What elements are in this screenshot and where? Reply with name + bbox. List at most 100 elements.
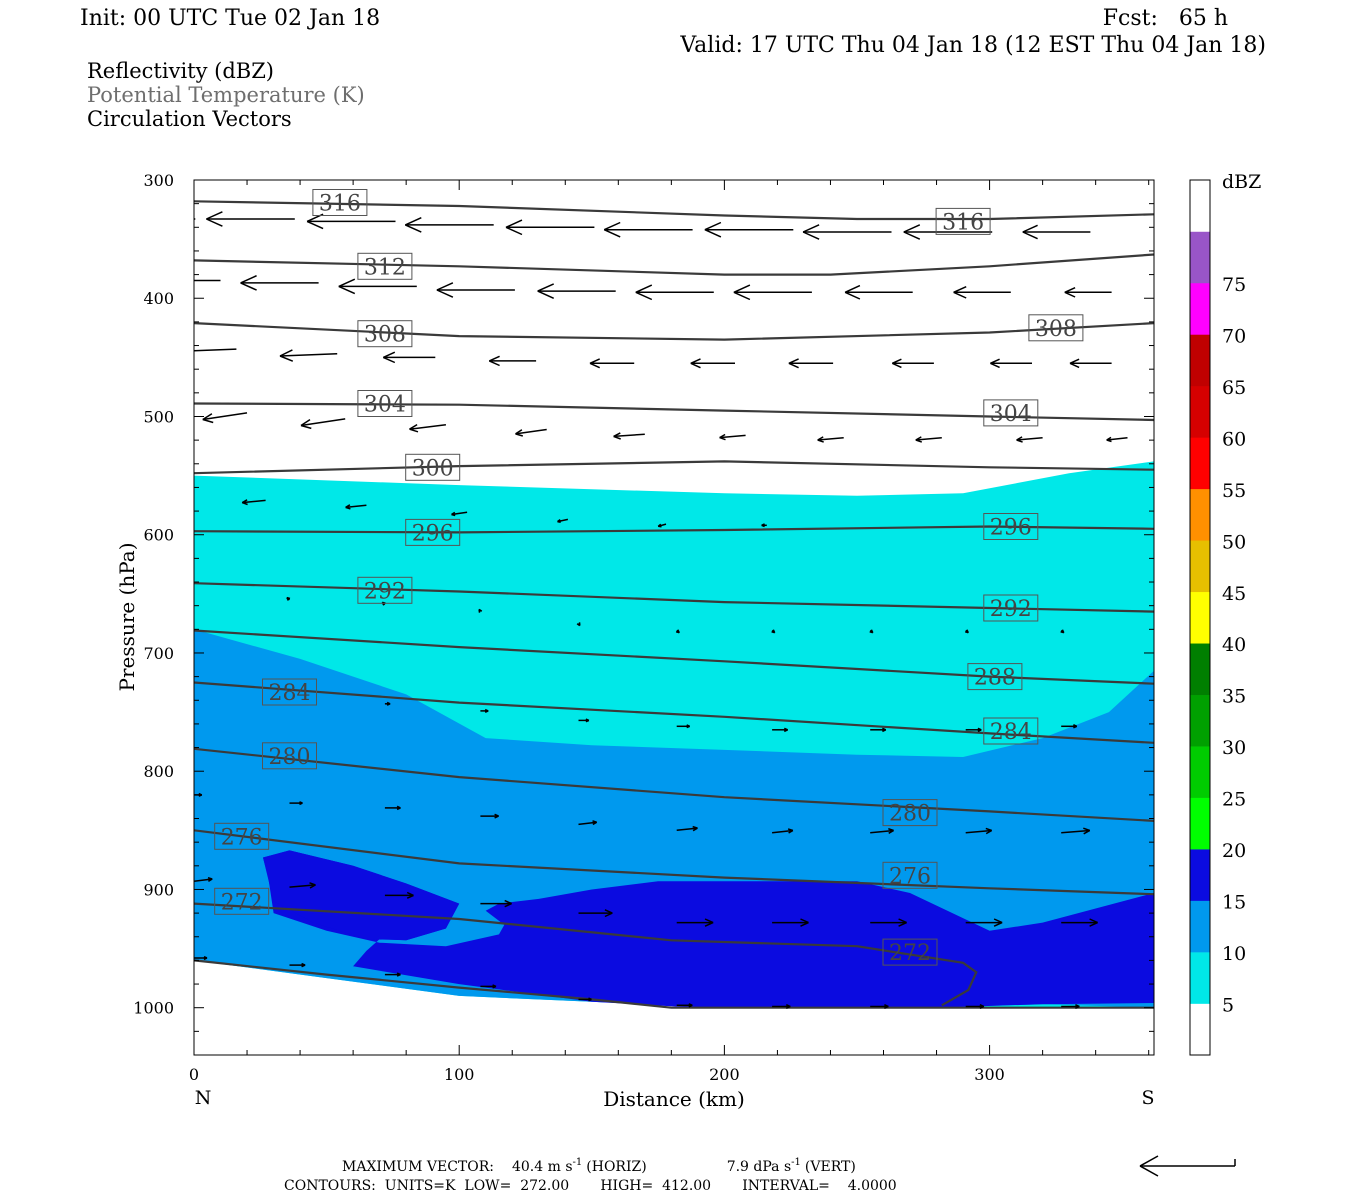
colorbar-segment-16: [1190, 180, 1210, 232]
theta-label-296-0: 296: [412, 521, 454, 546]
theta-label-box-296-1: [983, 513, 1039, 540]
vector-22: [382, 351, 436, 364]
theta-label-276-1: 276: [889, 864, 931, 889]
theta-contour-292: [194, 582, 1154, 613]
theta-label-316-0: 316: [319, 192, 361, 217]
vector-27: [891, 358, 934, 369]
max-vector-line: MAXIMUM VECTOR: 40.4 m s-1 (HORIZ) 7.9 dPa …: [342, 1157, 856, 1175]
theta-label-292-0: 292: [364, 579, 406, 604]
vector-34: [613, 432, 645, 440]
theta-label-288-0: 288: [974, 666, 1016, 691]
theta-contour-284: [194, 681, 1154, 744]
vector-59: [772, 727, 789, 733]
vector-79: [772, 918, 809, 927]
vector-19: [1064, 287, 1112, 298]
theta-label-box-304-0: [357, 390, 413, 417]
vector-62: [1061, 724, 1078, 729]
vector-82: [1061, 918, 1098, 927]
vector-1: [206, 211, 295, 227]
vector-7: [802, 224, 892, 240]
vector-24: [589, 358, 635, 369]
vector-33: [515, 428, 547, 437]
theta-label-292-1: 292: [990, 597, 1032, 622]
vector-77: [578, 909, 613, 918]
theta-label-276-0: 276: [221, 825, 263, 850]
theta-contour-312: [194, 253, 1154, 276]
vector-6: [704, 221, 794, 238]
vector-43: [557, 518, 569, 524]
y-tick-label-700: 700: [143, 644, 174, 663]
theta-label-box-308-1: [1028, 314, 1084, 342]
vector-48: [478, 608, 483, 613]
init-time: Init: 00 UTC Tue 02 Jan 18: [80, 6, 380, 31]
field-title-reflectivity: Reflectivity (dBZ): [87, 59, 274, 83]
colorbar-segment-1: [1190, 952, 1210, 1004]
max-vector-label: MAXIMUM VECTOR:: [342, 1159, 494, 1175]
colorbar-label-15: 15: [1222, 892, 1246, 914]
vector-13: [436, 282, 515, 298]
theta-label-box-292-0: [357, 576, 413, 604]
vector-28: [990, 358, 1032, 369]
vector-9: [1022, 224, 1091, 240]
max-vector-horiz-exp: -1: [573, 1157, 583, 1168]
vector-56: [480, 708, 489, 713]
colorbar-label-70: 70: [1222, 325, 1246, 347]
y-tick-label-500: 500: [143, 407, 174, 426]
circulation-vectors: [194, 211, 1128, 1009]
y-tick-label-1000: 1000: [133, 999, 174, 1018]
vector-54: [1060, 629, 1065, 634]
vector-52: [869, 629, 874, 634]
theta-contour-labels: 316 316 312 308 308 304 304 300 296 296 292 292 288 2…: [214, 189, 1084, 966]
theta-label-300-0: 300: [412, 456, 454, 481]
vector-31: [300, 418, 346, 430]
vector-51: [771, 629, 776, 634]
theta-contour-272: [194, 902, 978, 1007]
vector-8: [903, 224, 993, 240]
max-vector-vert-tag: (VERT): [805, 1159, 856, 1175]
theta-label-272-1: 272: [889, 941, 931, 966]
valid-time: Valid: 17 UTC Thu 04 Jan 18 (12 EST Thu …: [679, 33, 1266, 58]
colorbar-label-60: 60: [1222, 428, 1246, 450]
y-tick-label-300: 300: [143, 171, 174, 190]
theta-label-312-0: 312: [364, 255, 406, 280]
theta-label-box-296-0: [405, 518, 461, 546]
colorbar-label-65: 65: [1222, 377, 1246, 399]
colorbar-unit: dBZ: [1222, 171, 1261, 193]
colorbar-segment-10: [1190, 488, 1210, 541]
vector-38: [1016, 436, 1043, 443]
reflectivity-fills: [194, 461, 1154, 1008]
vector-5: [603, 221, 693, 238]
vector-12: [338, 278, 417, 295]
vector-46: [286, 596, 291, 601]
theta-label-box-316-0: [312, 189, 368, 216]
vector-55: [384, 701, 391, 706]
vector-37: [915, 436, 942, 443]
vector-78: [676, 918, 714, 927]
colorbar: 5 10 15 20 25 30 35 40 45 50 55 60 65 70 75: [1189, 179, 1246, 1056]
vector-49: [576, 622, 581, 627]
colorbar-segment-15: [1190, 231, 1210, 284]
vector-25: [690, 358, 735, 369]
y-axis-label: Pressure (hPa): [115, 543, 139, 692]
colorbar-segment-5: [1190, 746, 1210, 798]
vector-39: [1106, 436, 1128, 443]
theta-contour-300: [194, 460, 1154, 475]
colorbar-label-50: 50: [1222, 531, 1246, 553]
vector-92: [1061, 1004, 1080, 1009]
theta-contour-268: [194, 959, 1154, 1009]
reflectivity-region-2: [263, 850, 1154, 1008]
theta-label-280-0: 280: [269, 745, 311, 770]
vector-29: [1069, 358, 1112, 369]
vector-71: [965, 827, 993, 835]
theta-contour-308: [194, 322, 1154, 341]
vector-11: [240, 275, 319, 291]
reference-vector-icon: [1139, 1155, 1236, 1177]
vector-32: [409, 423, 446, 433]
field-title-theta: Potential Temperature (K): [87, 83, 365, 107]
x-tick-label-200: 200: [709, 1065, 740, 1084]
colorbar-label-40: 40: [1222, 634, 1246, 656]
theta-label-box-312-0: [357, 252, 413, 280]
forecast-hour: Fcst: 65 h: [1103, 6, 1228, 31]
vector-53: [964, 629, 969, 634]
vector-86: [480, 984, 497, 989]
